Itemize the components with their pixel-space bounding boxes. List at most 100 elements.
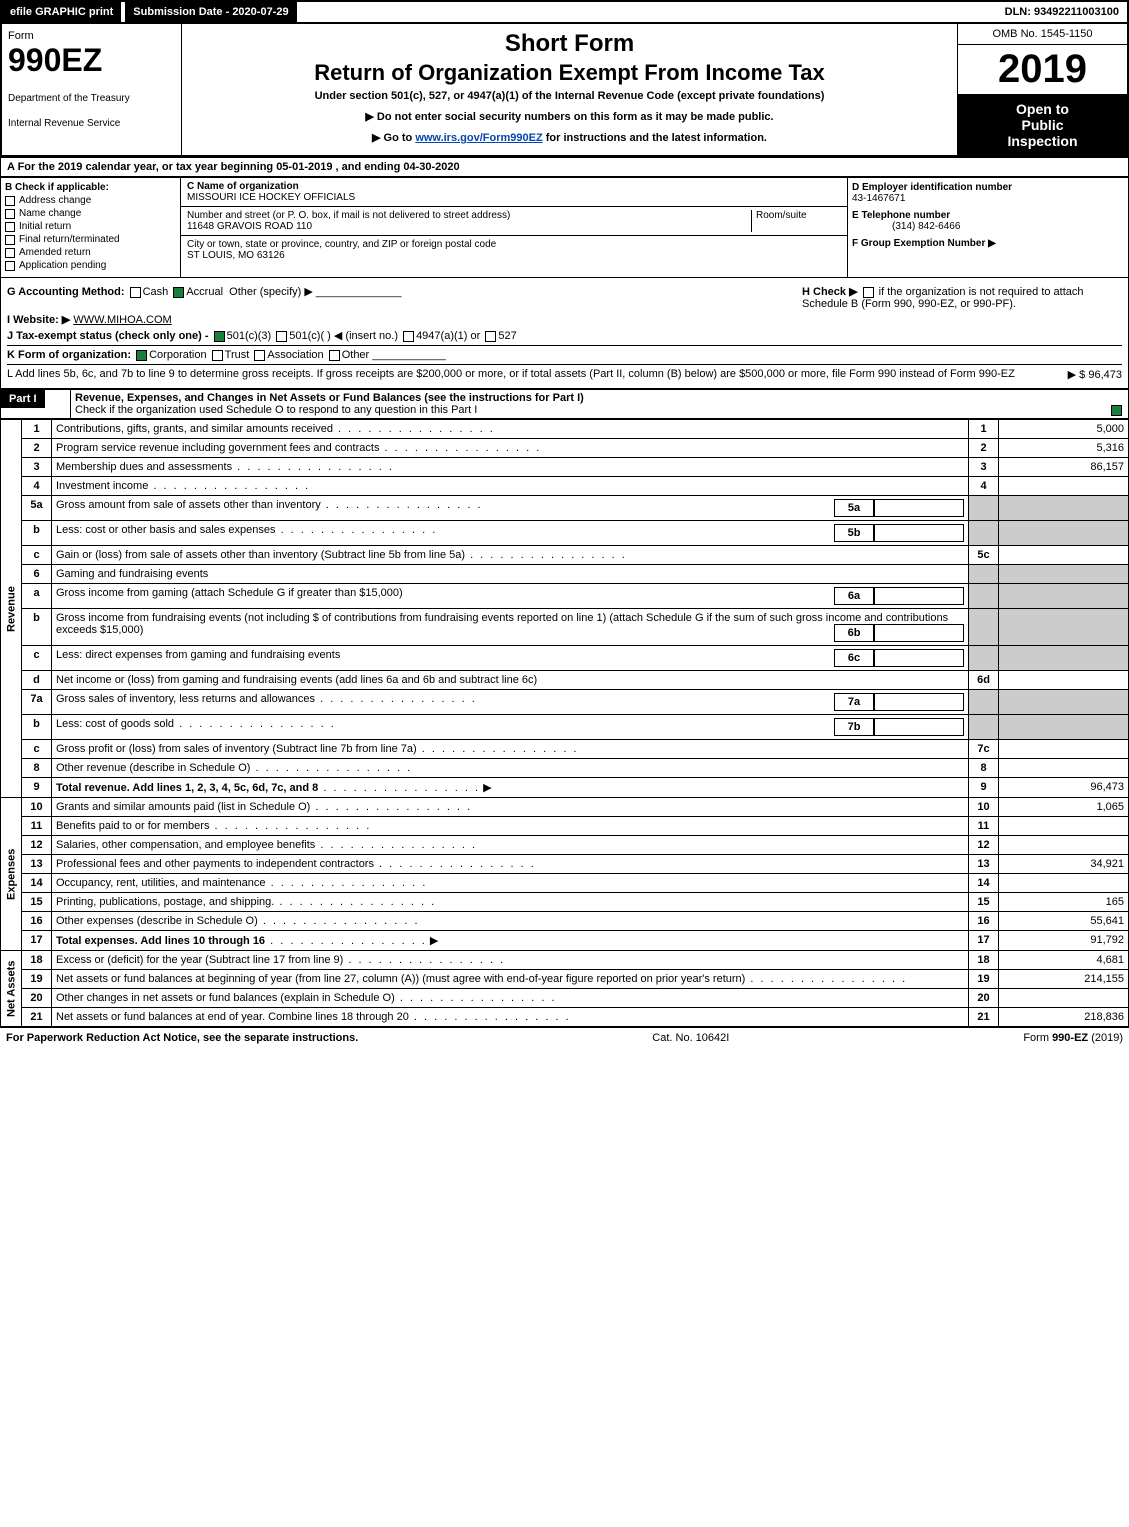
chk-trust[interactable] — [212, 350, 223, 361]
l5b-ref — [969, 521, 999, 546]
l10-amt: 1,065 — [999, 798, 1129, 817]
l18-desc: Excess or (deficit) for the year (Subtra… — [52, 951, 969, 970]
chk-501c3[interactable] — [214, 331, 225, 342]
l6b-ref — [969, 609, 999, 646]
l5b-amt — [999, 521, 1129, 546]
row-h: H Check ▶ if the organization is not req… — [802, 285, 1122, 310]
chk-name-change[interactable]: Name change — [5, 208, 176, 219]
row-10: Expenses 10Grants and similar amounts pa… — [1, 798, 1129, 817]
l6d-desc: Net income or (loss) from gaming and fun… — [52, 671, 969, 690]
l7a-amt — [999, 690, 1129, 715]
l13-amt: 34,921 — [999, 855, 1129, 874]
l10-desc: Grants and similar amounts paid (list in… — [52, 798, 969, 817]
l6c-desc-wrap: Less: direct expenses from gaming and fu… — [52, 646, 969, 671]
l6a-amt — [999, 584, 1129, 609]
l7b-amt — [999, 715, 1129, 740]
open-line1: Open to — [964, 101, 1121, 117]
chk-cash[interactable] — [130, 287, 141, 298]
l7b-desc: Less: cost of goods sold — [56, 718, 336, 730]
org-name-box: C Name of organization MISSOURI ICE HOCK… — [181, 178, 847, 207]
l6b-desc: Gross income from fundraising events (no… — [56, 612, 948, 636]
chk-501c[interactable] — [276, 331, 287, 342]
l6a-subref: 6a — [834, 587, 874, 605]
website-link[interactable]: WWW.MIHOA.COM — [73, 314, 171, 326]
goto-post: for instructions and the latest informat… — [543, 132, 767, 144]
j-label: J Tax-exempt status (check only one) - — [7, 330, 209, 342]
footer-pra: For Paperwork Reduction Act Notice, see … — [6, 1032, 358, 1044]
part1-title: Revenue, Expenses, and Changes in Net As… — [75, 392, 584, 404]
omb-number: OMB No. 1545-1150 — [958, 24, 1127, 45]
chk-name-change-label: Name change — [19, 208, 81, 219]
chk-part1-schedule-o[interactable] — [1111, 405, 1122, 416]
row-20: 20Other changes in net assets or fund ba… — [1, 989, 1129, 1008]
row-7c: cGross profit or (loss) from sales of in… — [1, 740, 1129, 759]
j-527: 527 — [498, 330, 516, 342]
g-cash: Cash — [143, 286, 169, 298]
header-left: Form 990EZ Department of the Treasury In… — [2, 24, 182, 155]
l21-num: 21 — [22, 1008, 52, 1027]
row-19: 19Net assets or fund balances at beginni… — [1, 970, 1129, 989]
l21-desc: Net assets or fund balances at end of ye… — [52, 1008, 969, 1027]
row-15: 15Printing, publications, postage, and s… — [1, 893, 1129, 912]
row-8: 8Other revenue (describe in Schedule O)8 — [1, 759, 1129, 778]
chk-other-org[interactable] — [329, 350, 340, 361]
chk-application-pending[interactable]: Application pending — [5, 260, 176, 271]
city-label: City or town, state or province, country… — [187, 239, 841, 250]
chk-527[interactable] — [485, 331, 496, 342]
l11-amt — [999, 817, 1129, 836]
g-label: G Accounting Method: — [7, 286, 125, 298]
efile-print-button[interactable]: efile GRAPHIC print — [2, 2, 121, 22]
chk-h[interactable] — [863, 287, 874, 298]
chk-final-return[interactable]: Final return/terminated — [5, 234, 176, 245]
form-number: 990EZ — [8, 42, 175, 79]
part1-title-cell: Revenue, Expenses, and Changes in Net As… — [71, 390, 1129, 419]
i-label: I Website: ▶ — [7, 314, 70, 326]
l20-ref: 20 — [969, 989, 999, 1008]
row-5a: 5aGross amount from sale of assets other… — [1, 496, 1129, 521]
chk-application-pending-label: Application pending — [19, 260, 106, 271]
l8-num: 8 — [22, 759, 52, 778]
l16-ref: 16 — [969, 912, 999, 931]
l9-ref: 9 — [969, 778, 999, 798]
l4-ref: 4 — [969, 477, 999, 496]
l14-desc: Occupancy, rent, utilities, and maintena… — [52, 874, 969, 893]
l9-desc: Total revenue. Add lines 1, 2, 3, 4, 5c,… — [56, 782, 318, 794]
box-c: C Name of organization MISSOURI ICE HOCK… — [181, 178, 848, 277]
line-a-tax-year: A For the 2019 calendar year, or tax yea… — [0, 157, 1129, 177]
l6d-num: d — [22, 671, 52, 690]
chk-initial-return[interactable]: Initial return — [5, 221, 176, 232]
row-l: L Add lines 5b, 6c, and 7b to line 9 to … — [7, 364, 1122, 381]
lines-table: Revenue 1Contributions, gifts, grants, a… — [0, 419, 1129, 1027]
l21-ref: 21 — [969, 1008, 999, 1027]
chk-corporation[interactable] — [136, 350, 147, 361]
l5c-desc: Gain or (loss) from sale of assets other… — [52, 546, 969, 565]
l14-ref: 14 — [969, 874, 999, 893]
l6-ref — [969, 565, 999, 584]
chk-address-change[interactable]: Address change — [5, 195, 176, 206]
l5b-desc: Less: cost or other basis and sales expe… — [56, 524, 437, 536]
chk-4947[interactable] — [403, 331, 414, 342]
l3-desc: Membership dues and assessments — [52, 458, 969, 477]
box-b-check-applicable: B Check if applicable: Address change Na… — [1, 178, 181, 277]
row-6: 6Gaming and fundraising events — [1, 565, 1129, 584]
l17-num: 17 — [22, 931, 52, 951]
dln-number: DLN: 93492211003100 — [997, 2, 1127, 22]
l5c-amt — [999, 546, 1129, 565]
chk-association[interactable] — [254, 350, 265, 361]
l5c-ref: 5c — [969, 546, 999, 565]
l5b-desc-wrap: Less: cost or other basis and sales expe… — [52, 521, 969, 546]
row-k: K Form of organization: Corporation Trus… — [7, 345, 1122, 361]
chk-accrual[interactable] — [173, 287, 184, 298]
chk-amended-return[interactable]: Amended return — [5, 247, 176, 258]
l-text: L Add lines 5b, 6c, and 7b to line 9 to … — [7, 368, 1058, 381]
l16-amt: 55,641 — [999, 912, 1129, 931]
l7c-ref: 7c — [969, 740, 999, 759]
footer-cat: Cat. No. 10642I — [652, 1032, 729, 1044]
footer-form: Form 990-EZ (2019) — [1023, 1032, 1123, 1044]
l11-ref: 11 — [969, 817, 999, 836]
goto-line: ▶ Go to www.irs.gov/Form990EZ for instru… — [188, 131, 951, 144]
l7c-amt — [999, 740, 1129, 759]
irs-link[interactable]: www.irs.gov/Form990EZ — [415, 132, 542, 144]
l11-desc: Benefits paid to or for members — [52, 817, 969, 836]
l1-amt: 5,000 — [999, 420, 1129, 439]
